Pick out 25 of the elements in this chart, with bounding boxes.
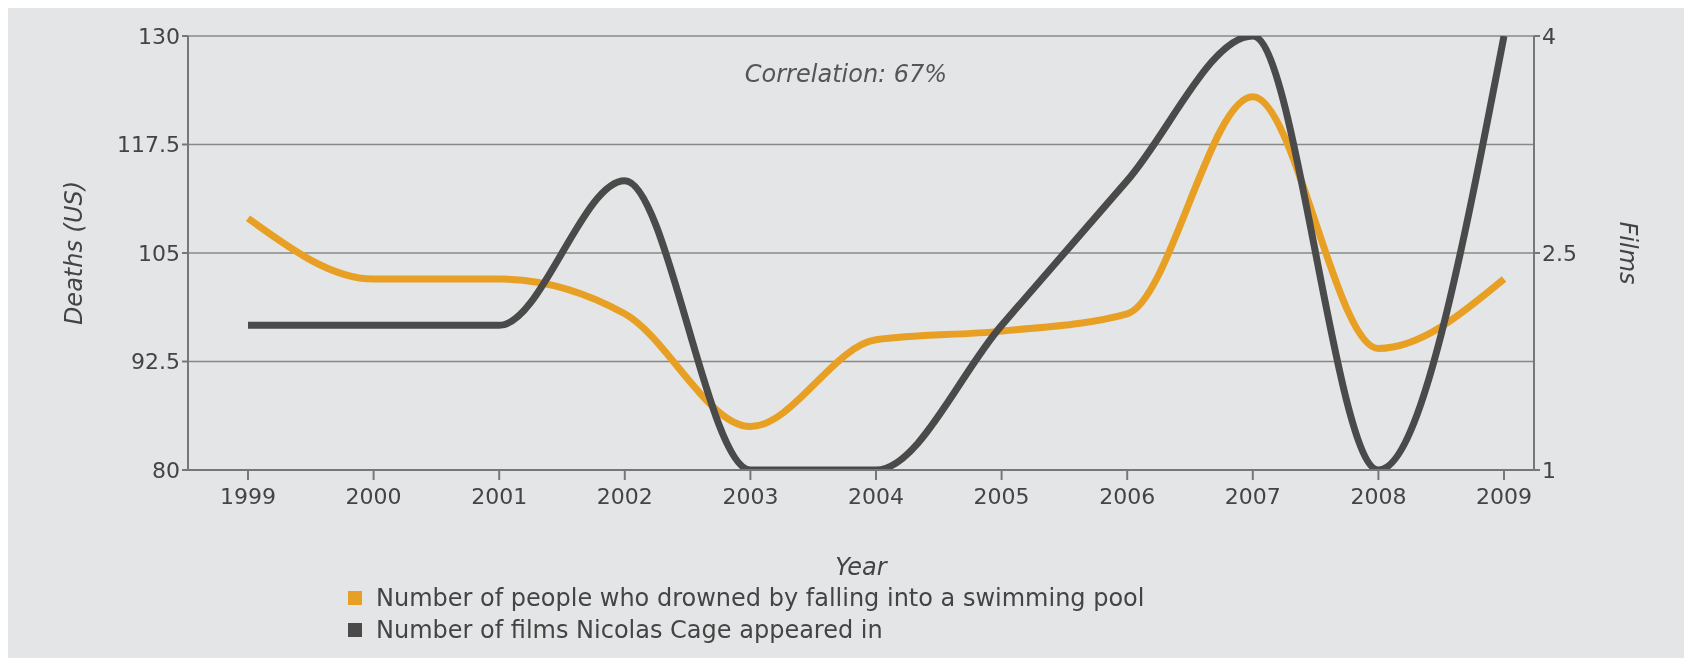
x-tick-label: 2004 [848, 483, 904, 509]
x-tick-label: 2002 [596, 483, 653, 509]
annotation: Correlation: 67% [743, 60, 949, 88]
x-tick-label: 2009 [1476, 483, 1532, 509]
y2-tick-label: 2.5 [1542, 240, 1577, 266]
x-tick-label: 2000 [345, 483, 402, 509]
legend-label: Number of films Nicolas Cage appeared in [376, 616, 883, 644]
x-tick-label: 2006 [1099, 483, 1156, 509]
x-tick-label: 2003 [722, 483, 779, 509]
y-tick-label: 92.5 [131, 349, 180, 375]
x-tick-label: 2007 [1224, 483, 1281, 509]
y-tick-label: 130 [138, 23, 180, 49]
y-tick-label: 105 [138, 240, 180, 266]
y-axis-title: Deaths (US) [59, 180, 88, 326]
y-tick-label: 117.5 [117, 132, 180, 158]
y2-tick-label: 4 [1542, 23, 1556, 49]
x-tick-label: 1999 [220, 483, 276, 509]
y-tick-label: 80 [152, 457, 180, 483]
x-axis-title: Year [835, 553, 889, 581]
x-tick-label: 2001 [471, 483, 528, 509]
y2-tick-label: 1 [1542, 457, 1556, 483]
y2-axis-title: Films [1614, 221, 1643, 285]
legend-label: Number of people who drowned by falling into a swimming pool [376, 584, 1145, 612]
x-tick-label: 2005 [973, 483, 1030, 509]
x-tick-label: 2008 [1350, 483, 1407, 509]
